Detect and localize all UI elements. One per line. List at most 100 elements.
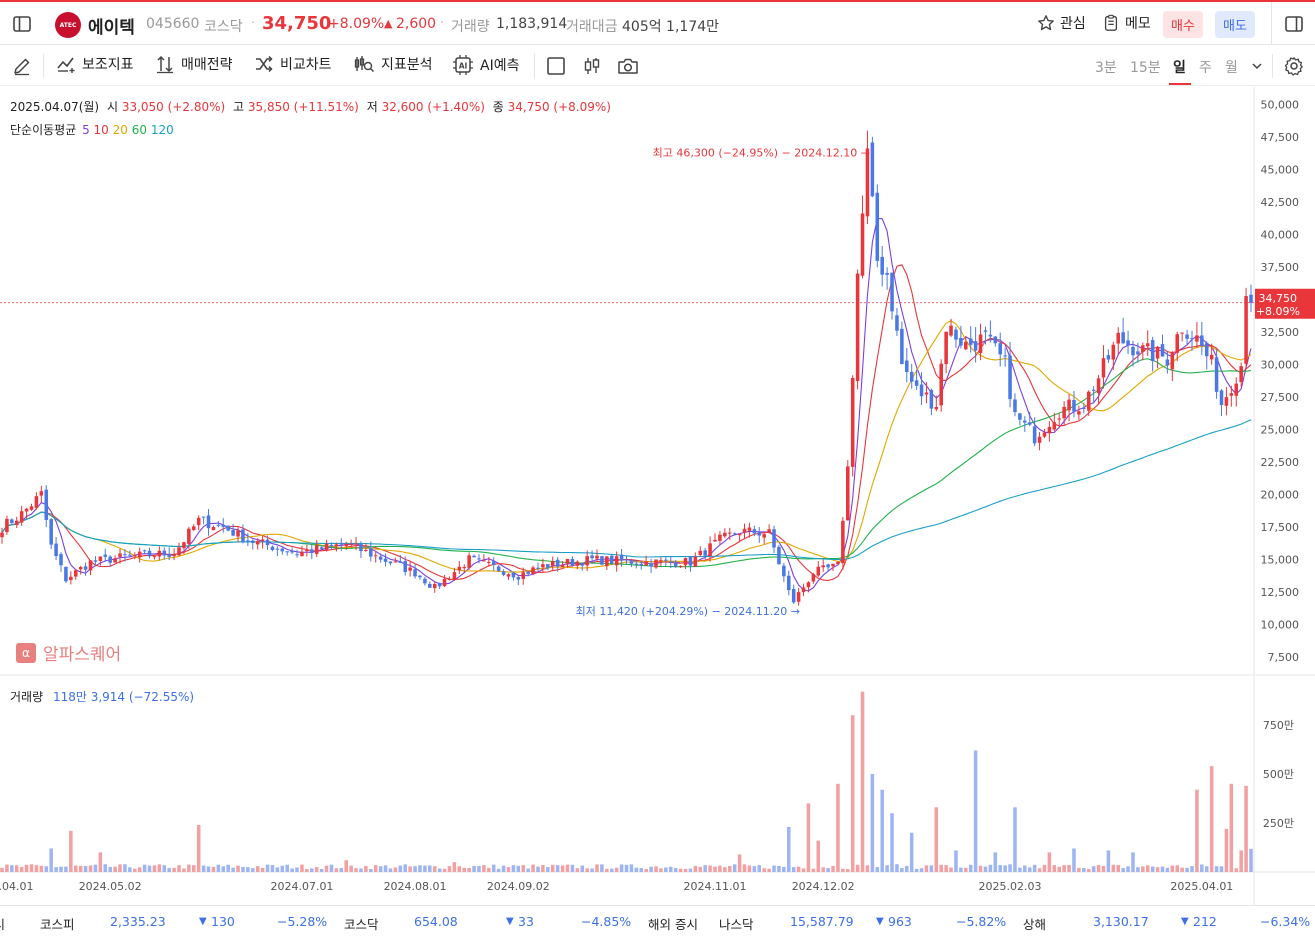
right-panel-toggle-icon[interactable] — [1282, 12, 1306, 36]
analysis-button[interactable]: 지표분석 — [353, 54, 433, 74]
candle-body — [339, 543, 344, 545]
price-axis-label: 45,000 — [1261, 164, 1300, 177]
volume-bar — [575, 868, 580, 872]
candle-body — [506, 574, 511, 577]
volume-bar — [560, 865, 565, 872]
volume-bar — [585, 868, 589, 872]
kosdaq-pct: −4.85% — [581, 914, 632, 929]
candle-body — [265, 539, 270, 546]
candle-body — [708, 543, 712, 557]
low-label: 저 — [366, 100, 378, 114]
candle-body — [1082, 407, 1086, 409]
volume-bar — [860, 691, 865, 872]
price-axis-label: 25,000 — [1261, 424, 1300, 437]
candle-body — [1023, 420, 1027, 423]
candle-body — [550, 561, 555, 567]
camera-icon[interactable] — [616, 54, 640, 78]
stock-chart[interactable]: 50,00047,50045,00042,50040,00037,50035,0… — [0, 87, 1315, 905]
sidebar-toggle-icon[interactable] — [10, 12, 34, 36]
candle-body — [590, 555, 594, 559]
candle-body — [541, 564, 545, 568]
candle-body — [1170, 353, 1175, 370]
memo-button[interactable]: 메모 — [1102, 13, 1151, 33]
buy-button[interactable]: 매수 — [1163, 11, 1203, 38]
volume-bar — [1042, 864, 1047, 872]
candle-body — [196, 517, 201, 526]
candle-body — [968, 338, 973, 345]
candle-body — [103, 554, 108, 557]
candle-body — [1047, 426, 1052, 434]
candle-body — [954, 329, 958, 340]
timeframe-month[interactable]: 월 — [1225, 60, 1238, 76]
candle-body — [752, 529, 757, 534]
volume-bar — [364, 865, 368, 872]
candle-body — [1234, 383, 1239, 396]
candle-body — [1214, 357, 1219, 392]
volume-bar — [737, 854, 742, 872]
star-icon — [1038, 15, 1054, 31]
volume-bar — [536, 866, 540, 872]
strategy-button[interactable]: 매매전략 — [155, 54, 233, 74]
ai-predict-button[interactable]: AI AI예측 — [452, 54, 519, 76]
candle-body — [988, 334, 993, 337]
candle-body — [570, 559, 575, 566]
volume-bar — [1170, 865, 1175, 872]
timeframe-active-underline — [1169, 83, 1191, 85]
volume-bar — [373, 865, 378, 872]
timeframe-3min[interactable]: 3분 — [1095, 60, 1117, 76]
volume-bar — [369, 868, 373, 872]
candle-body — [1086, 391, 1091, 411]
watch-label: 관심 — [1060, 16, 1086, 32]
stock-code: 045660 — [146, 16, 200, 32]
candle-body — [1141, 345, 1145, 353]
candle-body — [428, 583, 432, 588]
sell-button[interactable]: 매도 — [1215, 11, 1255, 38]
candle-body — [39, 491, 44, 496]
candle-body — [624, 559, 629, 561]
candle-body — [452, 572, 457, 580]
timeframe-day[interactable]: 일 — [1173, 60, 1186, 76]
timeframe-15min[interactable]: 15분 — [1130, 60, 1161, 76]
kospi-label[interactable]: 코스피 — [40, 917, 75, 932]
volume-bar — [836, 783, 840, 872]
draw-pencil-icon[interactable] — [10, 54, 34, 78]
candle-body — [1096, 378, 1101, 394]
candlestick-icon[interactable] — [580, 54, 604, 78]
timeframe-week[interactable]: 주 — [1199, 60, 1212, 76]
candle-body — [19, 511, 24, 523]
volume-bar — [1224, 828, 1229, 872]
volume-bar — [231, 867, 235, 872]
square-layout-icon[interactable] — [544, 54, 568, 78]
volume-bar — [462, 867, 466, 872]
price-axis-label: 22,500 — [1261, 456, 1300, 469]
kosdaq-value: 654.08 — [414, 914, 458, 929]
watch-button[interactable]: 관심 — [1037, 13, 1086, 33]
volume-bar — [167, 868, 171, 872]
candle-body — [10, 519, 14, 523]
candle-body — [152, 556, 157, 558]
volume-bar — [19, 866, 24, 872]
current-price: 34,750 — [262, 13, 332, 34]
kosdaq-label[interactable]: 코스닥 — [344, 917, 379, 932]
volume-bar — [64, 866, 68, 872]
candle-body — [668, 561, 673, 563]
nasdaq-label[interactable]: 나스닥 — [719, 917, 754, 932]
compare-button[interactable]: 비교차트 — [254, 54, 332, 74]
candle-body — [251, 540, 255, 543]
chevron-down-icon[interactable] — [1248, 56, 1266, 76]
volume-bar — [1200, 864, 1204, 872]
volume-bar — [727, 866, 732, 872]
candle-body — [654, 559, 658, 568]
volume-bar — [1101, 865, 1106, 872]
volume-bar — [1131, 852, 1135, 872]
shanghai-label[interactable]: 상해 — [1023, 917, 1047, 932]
ma-legend[interactable]: 단순이동평균 5 10 20 60 120 — [10, 121, 174, 138]
indicators-button[interactable]: 보조지표 — [56, 54, 134, 74]
time-axis-label: 2024.12.02 — [792, 880, 855, 893]
volume-bar — [850, 715, 855, 872]
ticker-prefix: 증시 — [0, 914, 5, 933]
volume-bar — [550, 864, 555, 872]
volume-bar — [34, 865, 39, 872]
volume-bar — [226, 864, 230, 872]
settings-gear-icon[interactable] — [1282, 54, 1306, 78]
